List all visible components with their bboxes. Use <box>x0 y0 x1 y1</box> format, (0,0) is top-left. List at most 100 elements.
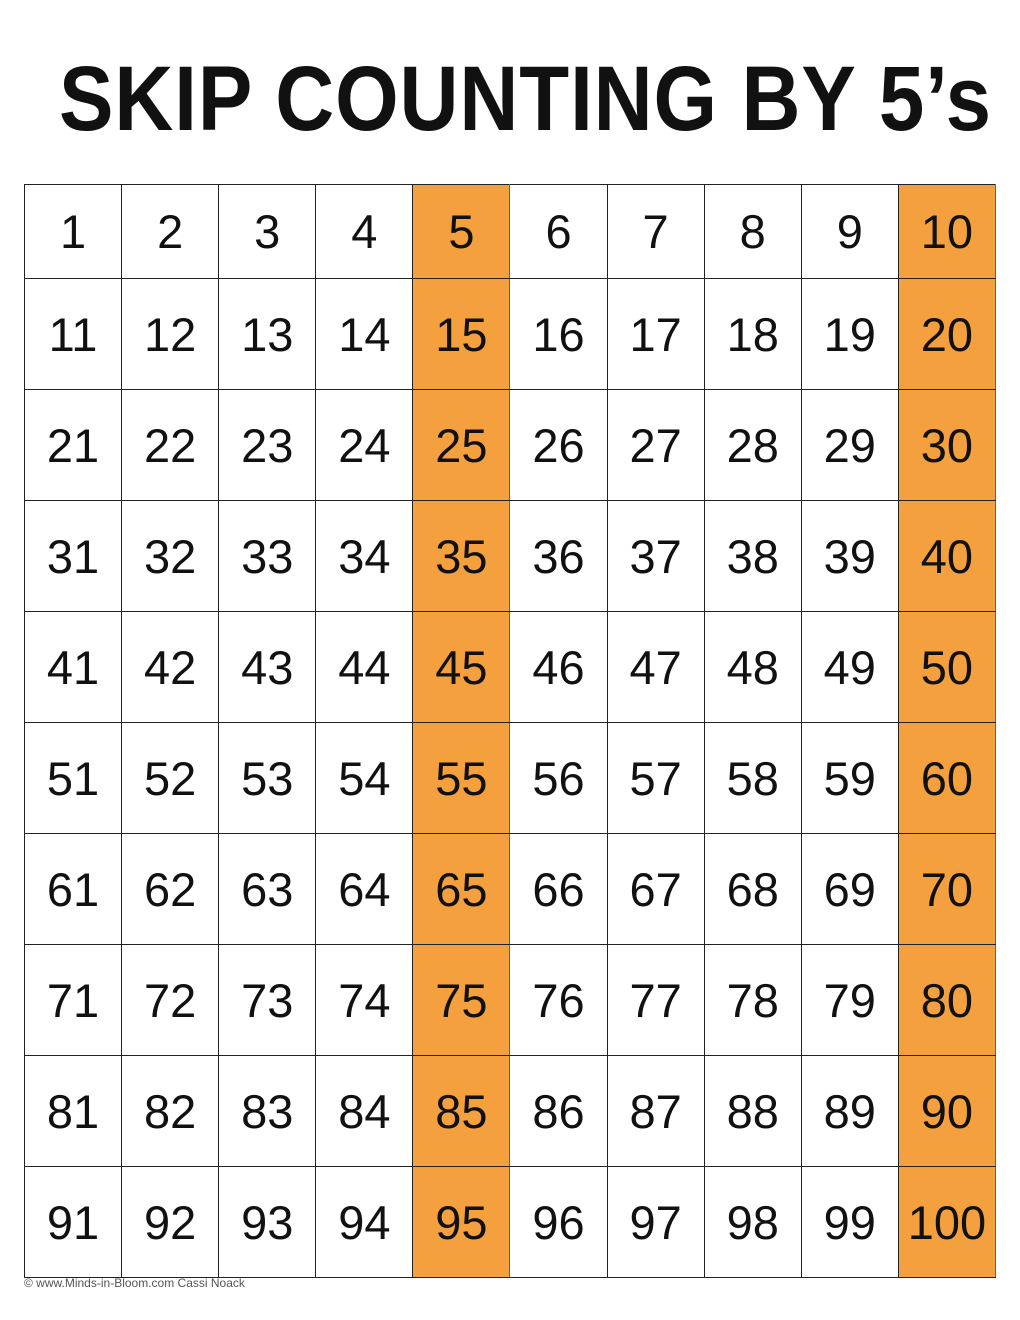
title-container: SKIP COUNTING BY 5’s <box>0 44 1020 154</box>
number-cell: 46 <box>509 611 608 723</box>
number-cell: 59 <box>800 722 899 834</box>
number-cell: 73 <box>218 944 317 1056</box>
number-cell: 3 <box>218 184 317 279</box>
grid-row: 81 82 83 84 85 86 87 88 89 90 <box>23 1055 997 1167</box>
number-cell: 79 <box>800 944 899 1056</box>
number-cell: 52 <box>121 722 220 834</box>
highlighted-number-cell: 60 <box>897 722 997 834</box>
number-cell: 72 <box>121 944 220 1056</box>
highlighted-number-cell: 10 <box>897 184 997 279</box>
highlighted-number-cell: 45 <box>412 611 511 723</box>
number-cell: 33 <box>218 500 317 612</box>
number-cell: 36 <box>509 500 608 612</box>
number-cell: 8 <box>703 184 802 279</box>
number-cell: 27 <box>606 389 705 501</box>
number-cell: 83 <box>218 1055 317 1167</box>
number-cell: 71 <box>23 944 123 1056</box>
highlighted-number-cell: 30 <box>897 389 997 501</box>
number-cell: 74 <box>315 944 414 1056</box>
highlighted-number-cell: 70 <box>897 833 997 945</box>
highlighted-number-cell: 40 <box>897 500 997 612</box>
number-cell: 98 <box>703 1166 802 1278</box>
highlighted-number-cell: 25 <box>412 389 511 501</box>
grid-row: 41 42 43 44 45 46 47 48 49 50 <box>23 611 997 723</box>
highlighted-number-cell: 75 <box>412 944 511 1056</box>
number-cell: 84 <box>315 1055 414 1167</box>
highlighted-number-cell: 20 <box>897 278 997 390</box>
number-cell: 39 <box>800 500 899 612</box>
number-cell: 92 <box>121 1166 220 1278</box>
number-cell: 11 <box>23 278 123 390</box>
number-cell: 2 <box>121 184 220 279</box>
grid-row: 71 72 73 74 75 76 77 78 79 80 <box>23 944 997 1056</box>
number-cell: 19 <box>800 278 899 390</box>
number-cell: 34 <box>315 500 414 612</box>
number-cell: 12 <box>121 278 220 390</box>
number-cell: 77 <box>606 944 705 1056</box>
number-cell: 97 <box>606 1166 705 1278</box>
highlighted-number-cell: 35 <box>412 500 511 612</box>
number-cell: 16 <box>509 278 608 390</box>
number-cell: 29 <box>800 389 899 501</box>
number-cell: 24 <box>315 389 414 501</box>
number-cell: 54 <box>315 722 414 834</box>
number-cell: 61 <box>23 833 123 945</box>
number-cell: 41 <box>23 611 123 723</box>
number-cell: 44 <box>315 611 414 723</box>
highlighted-number-cell: 65 <box>412 833 511 945</box>
number-cell: 51 <box>23 722 123 834</box>
number-cell: 1 <box>23 184 123 279</box>
grid-row: 1 2 3 4 5 6 7 8 9 10 <box>23 184 997 279</box>
number-cell: 82 <box>121 1055 220 1167</box>
number-cell: 18 <box>703 278 802 390</box>
number-cell: 37 <box>606 500 705 612</box>
number-cell: 96 <box>509 1166 608 1278</box>
number-cell: 63 <box>218 833 317 945</box>
grid-row: 91 92 93 94 95 96 97 98 99 100 <box>23 1166 997 1278</box>
number-cell: 22 <box>121 389 220 501</box>
number-cell: 86 <box>509 1055 608 1167</box>
highlighted-number-cell: 50 <box>897 611 997 723</box>
number-cell: 88 <box>703 1055 802 1167</box>
number-cell: 57 <box>606 722 705 834</box>
highlighted-number-cell: 15 <box>412 278 511 390</box>
grid-row: 21 22 23 24 25 26 27 28 29 30 <box>23 389 997 501</box>
number-cell: 94 <box>315 1166 414 1278</box>
number-cell: 66 <box>509 833 608 945</box>
number-cell: 31 <box>23 500 123 612</box>
number-cell: 81 <box>23 1055 123 1167</box>
highlighted-number-cell: 95 <box>412 1166 511 1278</box>
grid-row: 61 62 63 64 65 66 67 68 69 70 <box>23 833 997 945</box>
number-cell: 89 <box>800 1055 899 1167</box>
number-cell: 56 <box>509 722 608 834</box>
number-cell: 48 <box>703 611 802 723</box>
number-cell: 7 <box>606 184 705 279</box>
number-cell: 28 <box>703 389 802 501</box>
grid-row: 51 52 53 54 55 56 57 58 59 60 <box>23 722 997 834</box>
number-cell: 67 <box>606 833 705 945</box>
number-cell: 32 <box>121 500 220 612</box>
number-cell: 6 <box>509 184 608 279</box>
page-title: SKIP COUNTING BY 5’s <box>59 48 993 150</box>
number-cell: 9 <box>800 184 899 279</box>
highlighted-number-cell: 5 <box>412 184 511 279</box>
number-cell: 4 <box>315 184 414 279</box>
number-cell: 26 <box>509 389 608 501</box>
number-cell: 78 <box>703 944 802 1056</box>
highlighted-number-cell: 80 <box>897 944 997 1056</box>
number-cell: 38 <box>703 500 802 612</box>
number-cell: 62 <box>121 833 220 945</box>
number-cell: 23 <box>218 389 317 501</box>
hundreds-chart: 1 2 3 4 5 6 7 8 9 10 11 12 13 14 15 16 17 18 19 20 21 22 23 24 2… <box>23 184 997 1278</box>
number-cell: 64 <box>315 833 414 945</box>
number-cell: 58 <box>703 722 802 834</box>
highlighted-number-cell: 90 <box>897 1055 997 1167</box>
number-cell: 99 <box>800 1166 899 1278</box>
number-cell: 49 <box>800 611 899 723</box>
number-cell: 42 <box>121 611 220 723</box>
number-cell: 13 <box>218 278 317 390</box>
number-cell: 43 <box>218 611 317 723</box>
number-cell: 53 <box>218 722 317 834</box>
number-cell: 69 <box>800 833 899 945</box>
number-cell: 47 <box>606 611 705 723</box>
